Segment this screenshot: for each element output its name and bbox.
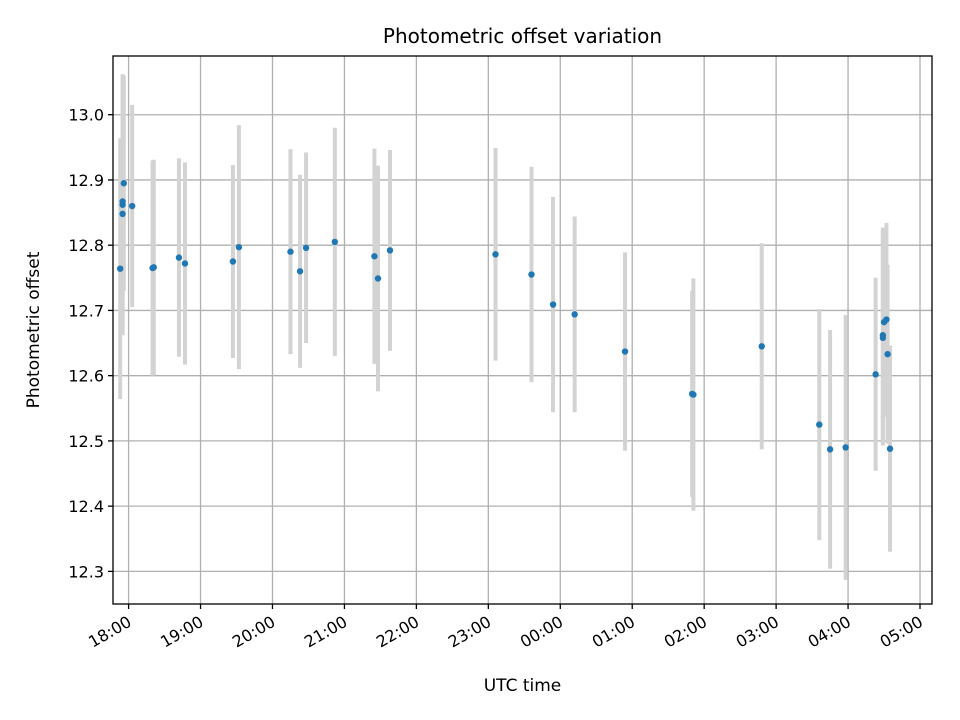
y-tick-label: 12.8	[68, 236, 104, 255]
data-point	[690, 391, 697, 398]
y-tick-label: 12.5	[68, 432, 104, 451]
y-axis-ticks: 12.3 12.4 12.5 12.6 12.7 12.8 12.9 13.0	[68, 106, 113, 581]
y-tick-label: 12.6	[68, 367, 104, 386]
y-tick-label: 12.4	[68, 497, 104, 516]
x-tick-label: 23:00	[445, 612, 494, 652]
y-tick-label: 12.7	[68, 301, 104, 320]
x-tick-label: 21:00	[301, 612, 350, 652]
x-tick-label: 00:00	[517, 612, 566, 652]
data-point	[119, 201, 126, 208]
data-point	[331, 238, 339, 246]
data-point	[883, 316, 890, 323]
x-tick-label: 20:00	[229, 612, 278, 652]
data-points	[116, 180, 894, 453]
y-tick-label: 12.3	[68, 562, 104, 581]
y-tick-label: 13.0	[68, 106, 104, 125]
data-point	[120, 180, 127, 187]
data-point	[150, 264, 157, 271]
data-point	[758, 343, 765, 350]
data-point	[621, 348, 629, 355]
data-point	[229, 258, 237, 265]
x-tick-label: 05:00	[877, 612, 926, 652]
x-tick-label: 03:00	[733, 612, 782, 652]
x-axis-ticks: 18:00 19:00 20:00 21:00 22:00 23:00 00:00 01:00…	[85, 604, 926, 652]
data-point	[235, 243, 243, 251]
chart-title: Photometric offset variation	[383, 24, 662, 48]
grid	[113, 56, 932, 604]
x-tick-label: 02:00	[661, 612, 710, 652]
data-point	[119, 210, 126, 218]
data-point	[302, 244, 310, 251]
plot-frame	[112, 55, 933, 605]
data-point	[296, 268, 304, 275]
x-tick-label: 01:00	[589, 612, 638, 652]
data-point	[826, 446, 834, 453]
data-point	[181, 260, 189, 267]
data-point	[886, 445, 894, 452]
data-point	[872, 371, 879, 378]
x-tick-label: 04:00	[805, 612, 854, 652]
data-point	[116, 265, 124, 272]
data-point	[175, 254, 183, 261]
data-point	[528, 271, 535, 278]
data-point	[884, 350, 891, 358]
data-point	[842, 444, 849, 451]
data-point	[386, 247, 394, 254]
x-tick-label: 19:00	[157, 612, 206, 652]
data-point	[374, 275, 382, 282]
data-point	[128, 202, 136, 210]
error-bars	[118, 74, 893, 580]
data-point	[571, 311, 578, 318]
data-point	[879, 332, 887, 339]
data-point	[549, 301, 557, 308]
data-point	[816, 421, 823, 428]
x-tick-label: 18:00	[85, 612, 134, 652]
y-tick-label: 12.9	[68, 171, 104, 190]
y-axis-label: Photometric offset	[24, 251, 44, 408]
x-tick-label: 22:00	[373, 612, 422, 652]
data-point	[371, 253, 378, 260]
data-point	[492, 251, 499, 258]
x-axis-label: UTC time	[484, 676, 562, 696]
data-point	[287, 248, 294, 255]
